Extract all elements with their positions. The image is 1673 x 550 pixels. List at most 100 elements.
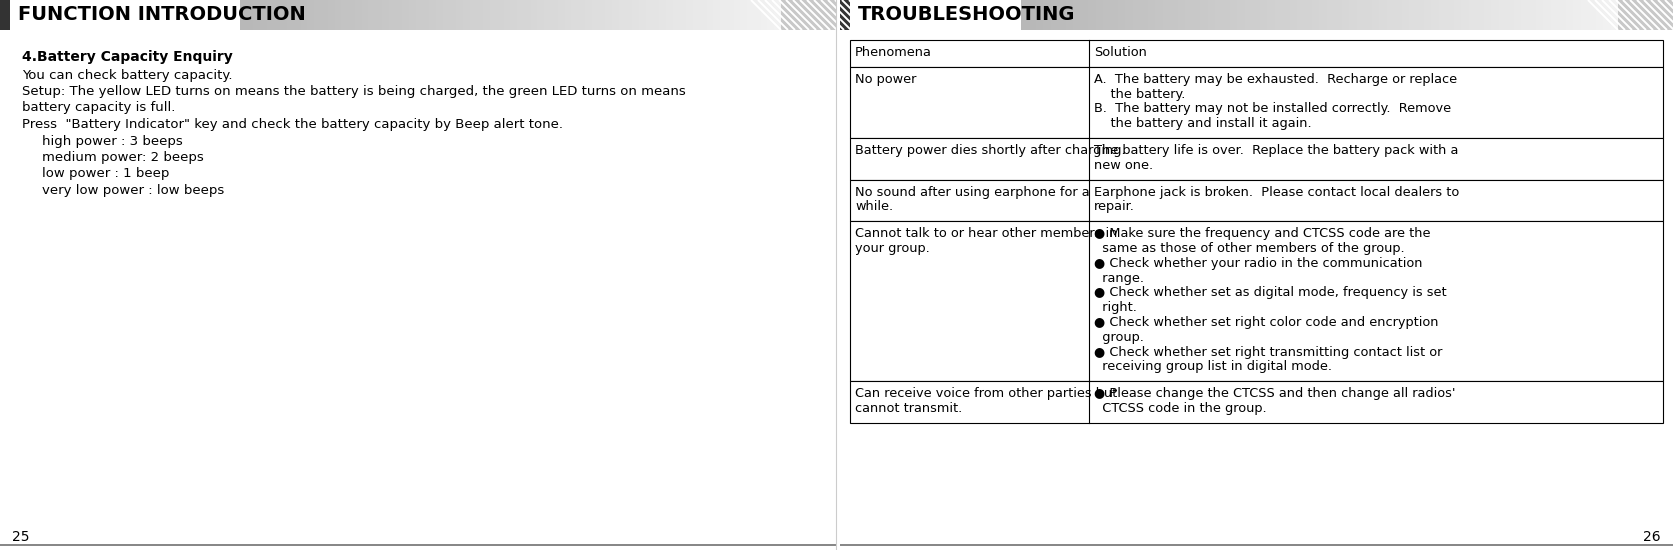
Bar — [719, 0, 728, 30]
Bar — [524, 0, 532, 30]
Bar — [1051, 0, 1059, 30]
Text: range.: range. — [1094, 272, 1144, 284]
Bar — [748, 0, 755, 30]
Bar — [1141, 0, 1148, 30]
Text: No sound after using earphone for a: No sound after using earphone for a — [855, 185, 1089, 199]
Bar — [1506, 0, 1514, 30]
Text: FUNCTION INTRODUCTION: FUNCTION INTRODUCTION — [18, 6, 306, 25]
Bar — [537, 0, 545, 30]
Text: 25: 25 — [12, 530, 30, 544]
Text: high power : 3 beeps: high power : 3 beeps — [42, 135, 182, 147]
Bar — [1350, 0, 1357, 30]
Bar — [840, 544, 1673, 546]
Bar — [646, 0, 652, 30]
Bar — [1447, 0, 1454, 30]
Bar — [497, 0, 504, 30]
Bar — [1469, 0, 1477, 30]
Bar — [1603, 0, 1611, 30]
Bar — [430, 0, 437, 30]
Text: A.  The battery may be exhausted.  Recharge or replace: A. The battery may be exhausted. Recharg… — [1094, 73, 1457, 86]
Bar — [1454, 0, 1462, 30]
Bar — [530, 0, 539, 30]
Bar — [1126, 0, 1133, 30]
Text: ● Check whether set as digital mode, frequency is set: ● Check whether set as digital mode, fre… — [1094, 287, 1447, 299]
Bar — [1290, 0, 1298, 30]
Bar — [1118, 0, 1126, 30]
Text: new one.: new one. — [1094, 159, 1153, 172]
Bar — [450, 0, 457, 30]
Bar — [1133, 0, 1141, 30]
Bar — [1327, 0, 1335, 30]
Bar — [1230, 0, 1238, 30]
Text: Battery power dies shortly after charging.: Battery power dies shortly after chargin… — [855, 144, 1126, 157]
Bar — [592, 0, 599, 30]
Bar — [1238, 0, 1245, 30]
Bar — [355, 0, 361, 30]
Bar — [1372, 0, 1380, 30]
Bar — [659, 0, 666, 30]
Bar — [470, 0, 477, 30]
Bar — [713, 0, 721, 30]
Text: CTCSS code in the group.: CTCSS code in the group. — [1094, 402, 1266, 415]
Bar — [686, 0, 694, 30]
Text: same as those of other members of the group.: same as those of other members of the gr… — [1094, 242, 1405, 255]
Bar — [1573, 0, 1581, 30]
Bar — [1588, 0, 1596, 30]
Bar — [308, 0, 315, 30]
Bar — [850, 221, 1663, 381]
Bar — [463, 0, 470, 30]
Bar — [1514, 0, 1521, 30]
Bar — [457, 0, 463, 30]
Bar — [850, 180, 1663, 221]
Bar — [1066, 0, 1074, 30]
Bar — [1260, 0, 1268, 30]
Text: repair.: repair. — [1094, 200, 1134, 213]
Bar — [1036, 0, 1044, 30]
Bar — [504, 0, 510, 30]
Bar — [1029, 0, 1037, 30]
Text: receiving group list in digital mode.: receiving group list in digital mode. — [1094, 360, 1332, 373]
Bar — [1208, 0, 1216, 30]
Bar — [381, 0, 390, 30]
Bar — [1596, 0, 1604, 30]
Bar — [1297, 0, 1305, 30]
Bar — [850, 40, 1663, 67]
Bar — [321, 0, 328, 30]
Bar — [1096, 0, 1104, 30]
Text: Earphone jack is broken.  Please contact local dealers to: Earphone jack is broken. Please contact … — [1094, 185, 1459, 199]
Bar — [1103, 0, 1111, 30]
Bar — [1529, 0, 1536, 30]
Bar — [388, 0, 397, 30]
Bar — [781, 0, 836, 30]
Bar — [517, 0, 524, 30]
Text: battery capacity is full.: battery capacity is full. — [22, 102, 176, 114]
Bar — [1305, 0, 1313, 30]
Bar — [239, 0, 248, 30]
Bar — [368, 0, 376, 30]
Bar — [706, 0, 714, 30]
Bar — [1357, 0, 1365, 30]
Bar — [437, 0, 443, 30]
Bar — [361, 0, 368, 30]
Bar — [1193, 0, 1201, 30]
Bar — [395, 0, 403, 30]
Bar — [1275, 0, 1283, 30]
Bar — [606, 0, 612, 30]
Bar — [348, 0, 355, 30]
Bar — [850, 381, 1663, 423]
Bar — [1163, 0, 1171, 30]
Bar — [294, 0, 301, 30]
Text: very low power : low beeps: very low power : low beeps — [42, 184, 224, 197]
Text: You can check battery capacity.: You can check battery capacity. — [22, 69, 233, 81]
Text: The battery life is over.  Replace the battery pack with a: The battery life is over. Replace the ba… — [1094, 144, 1459, 157]
Bar — [1200, 0, 1208, 30]
Bar — [246, 0, 254, 30]
Bar — [726, 0, 734, 30]
Bar — [1581, 0, 1589, 30]
Bar — [639, 0, 646, 30]
Bar — [1044, 0, 1051, 30]
Bar — [268, 0, 274, 30]
Bar — [1544, 0, 1551, 30]
Bar — [1245, 0, 1253, 30]
Bar — [679, 0, 688, 30]
